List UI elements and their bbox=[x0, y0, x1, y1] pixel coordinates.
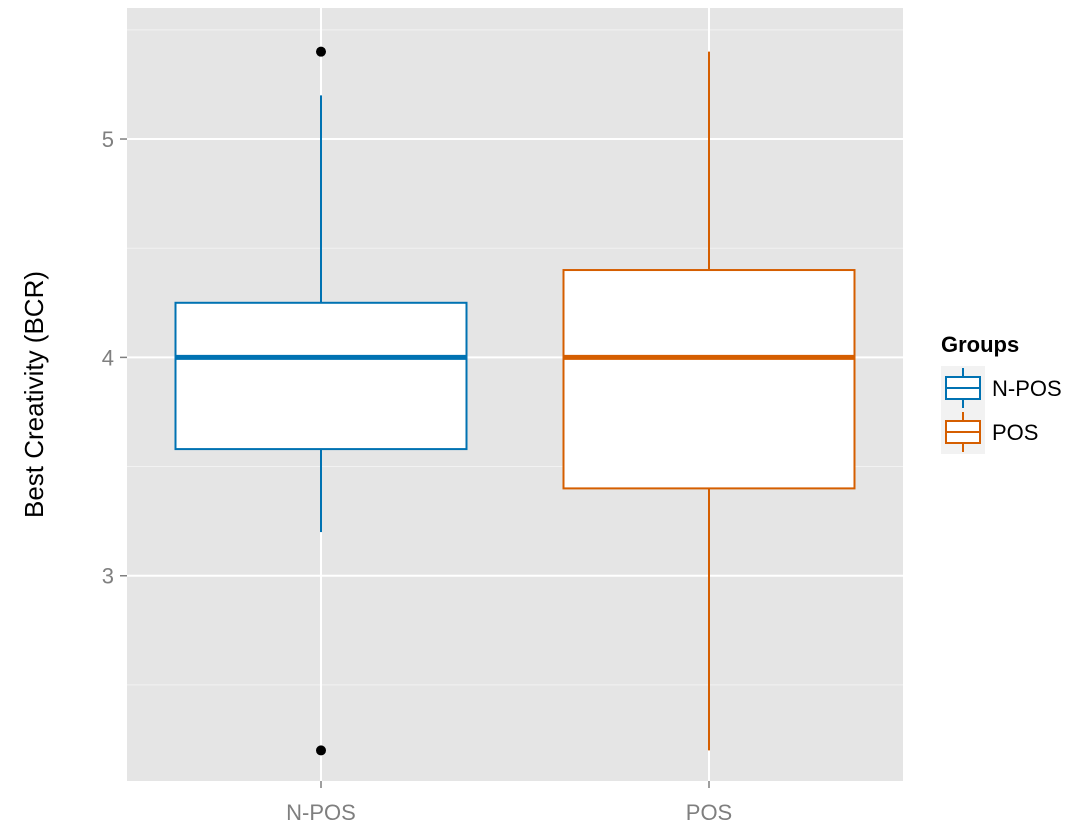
outlier-point bbox=[316, 46, 326, 57]
legend: Groups N-POS POS bbox=[941, 332, 1062, 454]
outlier-point bbox=[316, 745, 326, 756]
legend-label: N-POS bbox=[992, 376, 1062, 401]
legend-title: Groups bbox=[941, 332, 1019, 357]
grid-minor bbox=[127, 29, 903, 686]
x-tick-label: N-POS bbox=[286, 800, 356, 825]
legend-label: POS bbox=[992, 420, 1038, 445]
y-tick-label: 5 bbox=[102, 127, 114, 152]
box-body bbox=[562, 269, 856, 490]
y-axis-label: Best Creativity (BCR) bbox=[19, 271, 49, 518]
y-tick-label: 3 bbox=[102, 564, 114, 589]
x-axis: N-POS POS bbox=[286, 781, 732, 825]
box-pos bbox=[562, 51, 856, 751]
y-tick-label: 4 bbox=[102, 345, 114, 370]
legend-key-n-pos bbox=[941, 366, 985, 410]
boxes bbox=[174, 46, 856, 756]
y-axis: 3 4 5 bbox=[102, 127, 127, 589]
box-n-pos bbox=[174, 46, 468, 756]
legend-key-pos bbox=[941, 410, 985, 454]
x-tick-label: POS bbox=[686, 800, 732, 825]
box-body bbox=[174, 301, 468, 451]
